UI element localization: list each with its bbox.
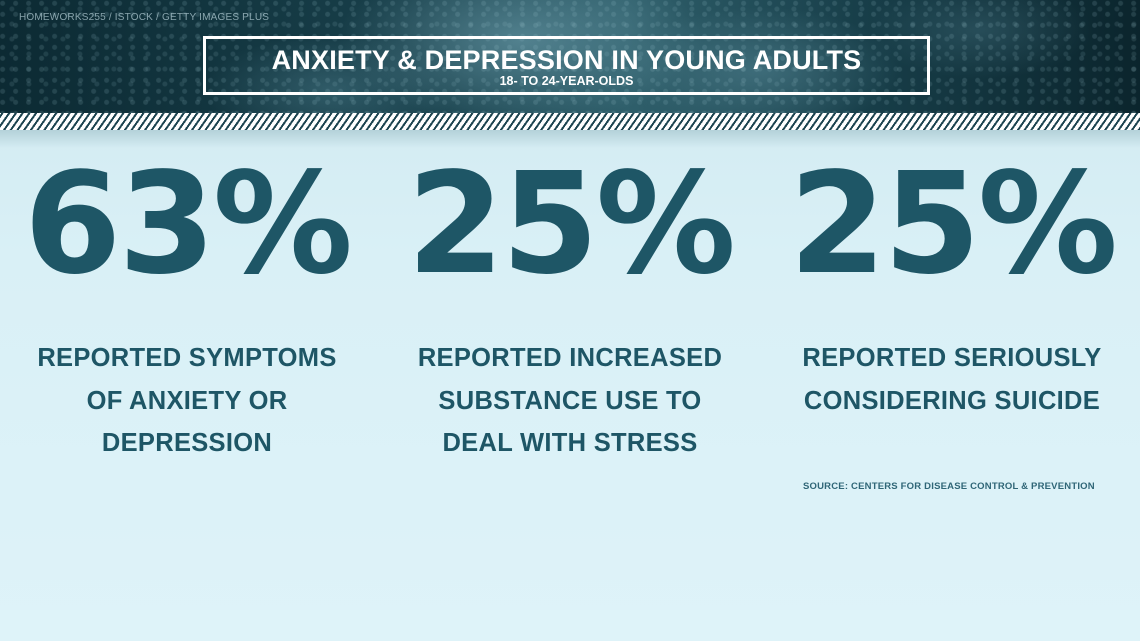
hatched-divider — [0, 113, 1140, 130]
divider-shadow — [0, 130, 1140, 148]
stat-description: REPORTED INCREASED SUBSTANCE USE TO DEAL… — [380, 337, 760, 465]
stat-description-line: CONSIDERING SUICIDE — [803, 386, 1101, 415]
page-title: ANXIETY & DEPRESSION IN YOUNG ADULTS — [271, 45, 862, 75]
stat-description-line: REPORTED INCREASED — [417, 344, 723, 372]
stat-description: REPORTED SYMPTOMS OF ANXIETY OR DEPRESSI… — [0, 337, 377, 465]
title-box: ANXIETY & DEPRESSION IN YOUNG ADULTS 18-… — [203, 36, 930, 95]
stat-description-line: DEPRESSION — [101, 429, 273, 457]
stat-description-line: SUBSTANCE USE TO — [438, 386, 702, 415]
source-citation: SOURCE: CENTERS FOR DISEASE CONTROL & PR… — [803, 481, 1095, 492]
stat-considering-suicide: 25% REPORTED SERIOUSLY CONSIDERING SUICI… — [762, 155, 1140, 422]
stat-description-line: REPORTED SYMPTOMS — [37, 344, 337, 372]
stat-value: 25% — [406, 143, 736, 306]
stat-value: 25% — [788, 143, 1118, 306]
stat-description-line: DEAL WITH STRESS — [442, 429, 698, 457]
stat-description-line: OF ANXIETY OR — [86, 386, 288, 415]
image-credit: HOMEWORKS255 / ISTOCK / GETTY IMAGES PLU… — [19, 12, 270, 23]
stat-anxiety-depression: 63% REPORTED SYMPTOMS OF ANXIETY OR DEPR… — [0, 155, 377, 465]
header-banner: HOMEWORKS255 / ISTOCK / GETTY IMAGES PLU… — [0, 0, 1140, 113]
stat-substance-use: 25% REPORTED INCREASED SUBSTANCE USE TO … — [380, 155, 760, 465]
stat-description-line: REPORTED SERIOUSLY — [802, 344, 1102, 372]
stat-value: 63% — [23, 143, 353, 306]
stat-description: REPORTED SERIOUSLY CONSIDERING SUICIDE — [762, 337, 1140, 422]
page-subtitle: 18- TO 24-YEAR-OLDS — [499, 74, 634, 88]
